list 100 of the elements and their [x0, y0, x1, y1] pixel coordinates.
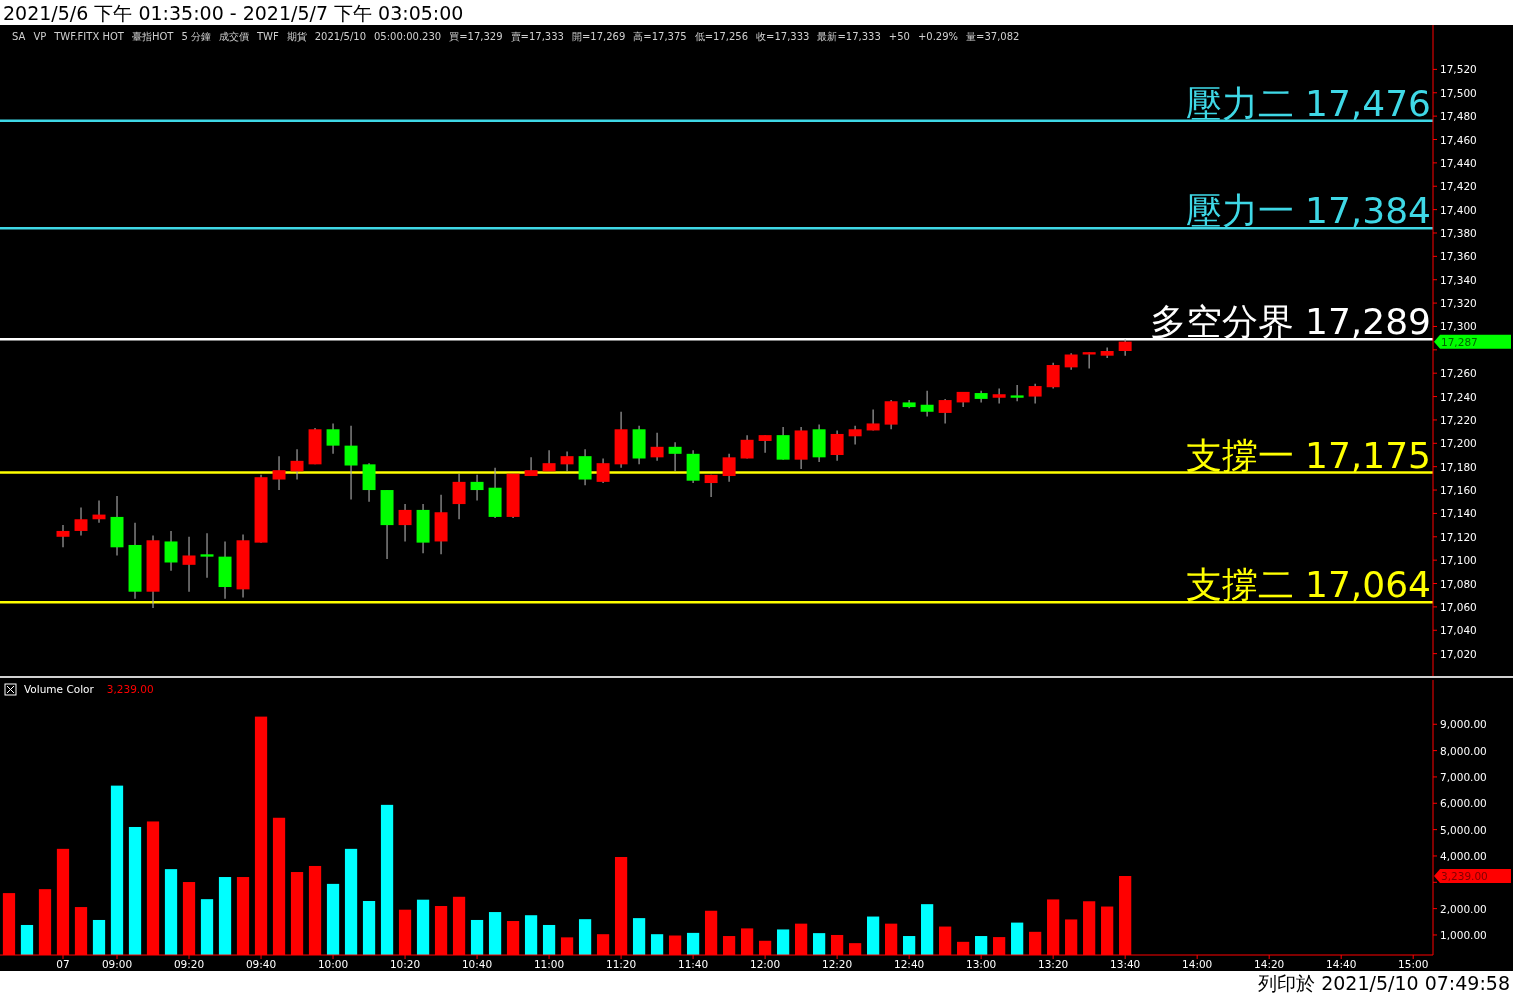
y-tick-label: 17,520: [1440, 63, 1477, 76]
text: 列印於 2021/5/10 07:49:58: [1258, 972, 1510, 994]
x-tick-label: 10:00: [317, 958, 349, 970]
text: 3,239.00: [1441, 870, 1488, 882]
x-tick-label: 10:40: [461, 958, 493, 970]
x-tick-label: 12:20: [821, 958, 853, 970]
y-tick-label: 8,000.00: [1440, 744, 1487, 757]
candlestick: [650, 432, 664, 462]
chart-title: 2021/5/6 下午 01:35:00 - 2021/5/7 下午 03:05:00: [3, 2, 464, 24]
annotation: 2021/5/10: [314, 31, 366, 42]
y-tick-label: 17,140: [1440, 507, 1477, 520]
y-tick-label: 17,160: [1440, 484, 1477, 497]
annotation: +50: [888, 31, 910, 42]
candlestick: [344, 425, 358, 500]
candlestick: [326, 422, 340, 455]
candlestick: [470, 474, 484, 502]
candlestick: [1028, 383, 1042, 405]
x-tick-label: 14:40: [1326, 958, 1357, 970]
y-tick-label: 1,000.00: [1440, 928, 1487, 941]
candlestick: [758, 434, 772, 454]
x-tick-label: 09:40: [245, 958, 277, 970]
candlestick: [398, 503, 412, 543]
annotation: 低=17,256: [694, 31, 749, 42]
x-tick-label: 13:00: [966, 958, 997, 970]
annotation: VP: [33, 31, 47, 42]
ref-line-label: 支撐二 17,064: [1185, 564, 1431, 606]
x-tick-label: 11:00: [533, 958, 565, 970]
annotation: 最新=17,333: [817, 31, 881, 42]
candlestick: [884, 399, 898, 430]
y-tick-label: 17,380: [1440, 226, 1477, 239]
y-tick-label: 17,060: [1440, 600, 1477, 613]
y-tick-label: 17,040: [1440, 624, 1477, 637]
candlestick: [164, 530, 178, 572]
y-tick-label: 17,100: [1440, 554, 1477, 567]
y-tick-label: 7,000.00: [1440, 770, 1487, 783]
candlestick: [272, 455, 286, 491]
candlestick: [722, 453, 736, 483]
ref-line-label: 壓力二 17,476: [1185, 82, 1431, 124]
annotation: 買=17,329: [449, 31, 503, 42]
candlestick: [596, 457, 610, 484]
annotation: 05:00:00.230: [374, 31, 442, 42]
ref-line-label: 支撐一 17,175: [1185, 434, 1431, 476]
x-tick-label: 11:40: [677, 958, 709, 970]
candlestick: [668, 441, 682, 472]
y-tick-label: 17,480: [1440, 110, 1477, 123]
y-tick-label: 6,000.00: [1440, 797, 1487, 810]
candlestick: [920, 390, 934, 418]
candlestick: [830, 429, 844, 462]
candlestick: [992, 387, 1006, 405]
x-tick-label: 12:00: [749, 958, 781, 970]
candlestick: [74, 506, 88, 537]
y-tick-label: 9,000.00: [1440, 718, 1487, 731]
candlestick: [1010, 384, 1024, 402]
annotation: 成交價: [218, 31, 249, 42]
x-tick-label: 12:40: [893, 958, 925, 970]
y-tick-label: 17,460: [1440, 133, 1477, 146]
y-tick-label: 4,000.00: [1440, 849, 1487, 862]
x-tick-label: 09:00: [101, 958, 133, 970]
candlestick: [290, 448, 304, 481]
chart-subtitle: 3,239.00: [106, 683, 154, 695]
y-tick-label: 17,220: [1440, 413, 1477, 426]
x-tick-label: 14:20: [1254, 958, 1285, 970]
x-tick-label: 13:20: [1038, 958, 1069, 970]
annotation: 5 分鐘: [181, 31, 211, 42]
y-tick-label: 2,000.00: [1440, 902, 1487, 915]
chart-title: Volume Color: [24, 683, 95, 695]
candlestick: [578, 448, 592, 486]
candlestick: [938, 398, 952, 425]
y-tick-label: 17,420: [1440, 180, 1477, 193]
x-tick-label: 14:00: [1182, 958, 1213, 970]
annotation: SA: [12, 31, 26, 42]
x-tick-label: 13:40: [1110, 958, 1141, 970]
annotation: TWF: [255, 31, 279, 42]
x-tick-label: 10:20: [389, 958, 421, 970]
y-tick-label: 17,180: [1440, 460, 1477, 473]
x-tick-label: 07: [56, 958, 70, 970]
candlestick: [56, 524, 70, 548]
annotation: 臺指HOT: [131, 31, 175, 42]
y-tick-label: 17,080: [1440, 577, 1477, 590]
y-tick-label: 17,200: [1440, 437, 1477, 450]
annotation: 高=17,375: [633, 31, 687, 42]
annotation: +0.29%: [917, 31, 959, 42]
annotation: TWF.FITX HOT: [53, 31, 125, 42]
y-tick-label: 17,240: [1440, 390, 1477, 403]
candlestick: [1046, 362, 1060, 389]
text: 17,287: [1441, 335, 1478, 348]
y-tick-label: 17,300: [1440, 320, 1477, 333]
y-tick-label: 17,360: [1440, 250, 1477, 263]
x-tick-label: 11:20: [605, 958, 637, 970]
x-tick-label: 09:20: [173, 958, 205, 970]
candlestick: [452, 473, 466, 520]
annotation: 收=17,333: [756, 31, 810, 42]
candlestick: [848, 425, 862, 446]
annotation: 期貨: [286, 31, 307, 42]
ref-line-label: 壓力一 17,384: [1185, 190, 1431, 232]
annotation: 開=17,269: [571, 31, 626, 42]
x-tick-label: 15:00: [1398, 958, 1429, 970]
candlestick: [182, 536, 196, 593]
annotation: 賣=17,333: [510, 31, 564, 42]
y-tick-label: 17,120: [1440, 530, 1477, 543]
